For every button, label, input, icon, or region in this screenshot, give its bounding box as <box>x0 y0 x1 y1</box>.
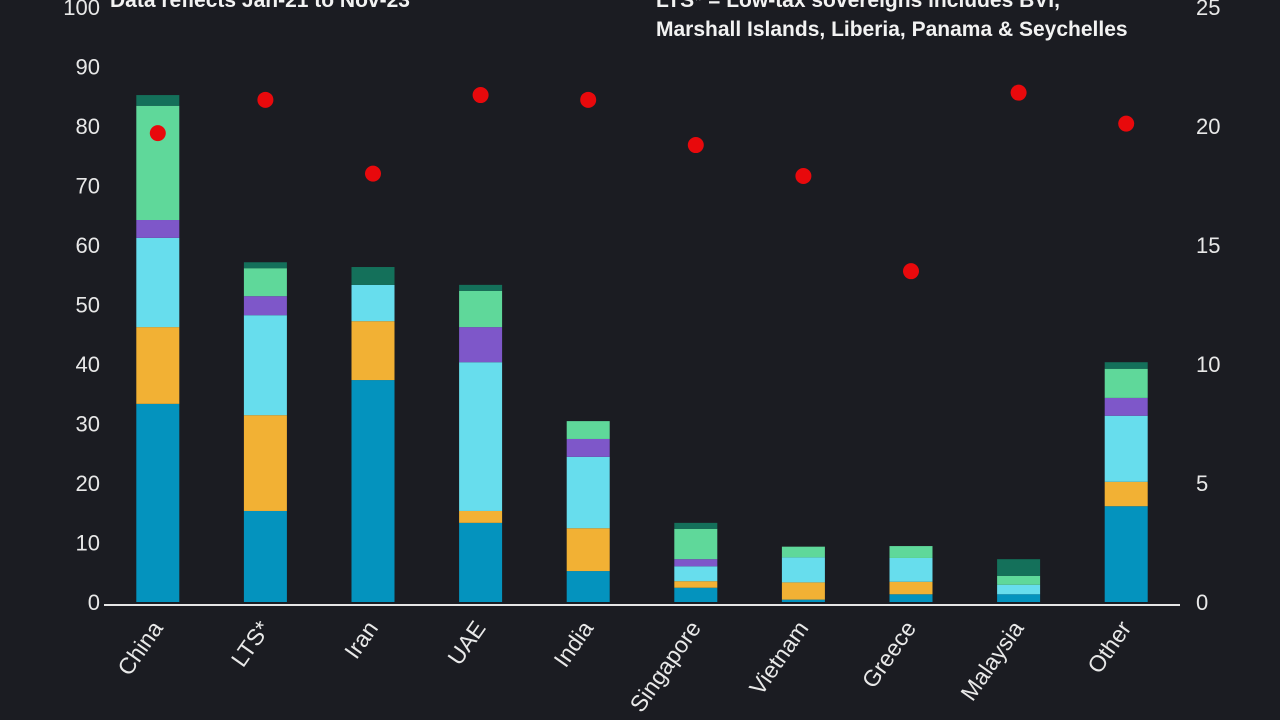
x-axis-tick-label: UAE <box>442 616 490 670</box>
bar-segment <box>351 267 395 285</box>
bar-segment <box>459 362 503 511</box>
bar-segment <box>1104 415 1148 482</box>
data-point <box>903 263 919 280</box>
left-axis-tick-label: 70 <box>76 174 100 199</box>
bar-segment <box>243 296 287 316</box>
bar-segment <box>781 557 825 583</box>
data-point <box>257 91 274 108</box>
bar-segment <box>459 284 503 291</box>
data-point <box>687 137 704 154</box>
bar-segment <box>1104 506 1148 602</box>
x-axis-tick-label: LTS* <box>226 616 276 671</box>
left-axis-tick-label: 40 <box>76 352 100 377</box>
bar-segment <box>781 599 825 602</box>
bar-segment <box>674 581 718 588</box>
bar-segment <box>136 237 180 328</box>
right-axis-tick-label: 0 <box>1196 590 1208 615</box>
data-point <box>365 165 381 182</box>
bar-segment <box>1104 397 1148 416</box>
bar-segment <box>351 380 395 602</box>
x-axis-tick-label: China <box>112 616 168 680</box>
bar-segment <box>459 290 503 328</box>
bar-segment <box>136 403 180 602</box>
bar-segment <box>136 220 180 238</box>
x-axis-tick-label: India <box>548 616 598 672</box>
lts-note-line1: LTS* = Low-tax sovereigns includes BVI, <box>656 0 1060 12</box>
bar-segment <box>781 546 825 558</box>
right-axis-tick-label: 15 <box>1196 233 1220 258</box>
bar-segment <box>459 510 503 523</box>
data-point <box>1118 115 1135 132</box>
bar-segment <box>674 559 718 567</box>
date-range-note: Data reflects Jan-21 to Nov-23 <box>110 0 410 12</box>
x-axis-tick-label: Iran <box>339 616 383 663</box>
data-point <box>580 91 597 108</box>
bar-segment <box>781 582 825 600</box>
left-axis-tick-label: 0 <box>88 590 100 615</box>
bar-segment <box>243 268 287 297</box>
bar-segment <box>1104 368 1148 398</box>
bar-segment <box>997 575 1041 585</box>
bar-segment <box>1104 481 1148 507</box>
bar-segment <box>351 284 395 322</box>
bar-segment <box>136 327 180 404</box>
right-axis-tick-label: 20 <box>1196 114 1220 139</box>
bar-segment <box>243 510 287 602</box>
data-point <box>795 167 812 184</box>
bar-segment <box>136 105 180 221</box>
bar-segment <box>674 566 718 582</box>
bar-segment <box>243 415 287 511</box>
bar-segment <box>243 262 287 269</box>
bar-segment <box>1104 362 1148 369</box>
bar-segment <box>459 327 503 363</box>
data-point <box>472 87 489 104</box>
bar-segment <box>889 581 933 595</box>
left-axis-tick-label: 60 <box>76 233 100 258</box>
bar-segment <box>674 587 718 602</box>
left-axis-tick-label: 10 <box>76 531 100 556</box>
left-axis-tick-label: 90 <box>76 55 100 80</box>
bar-segment <box>997 594 1041 602</box>
lts-note-line2: Marshall Islands, Liberia, Panama & Seyc… <box>656 18 1128 41</box>
bar-segment <box>459 522 503 602</box>
x-axis-tick-label: Malaysia <box>955 616 1028 705</box>
left-axis-tick-label: 50 <box>76 293 100 318</box>
x-axis-tick-label: Other <box>1082 616 1136 678</box>
data-point <box>1010 84 1027 101</box>
bar-segment <box>243 315 287 416</box>
x-axis-tick-label: Vietnam <box>744 616 813 700</box>
bar-segment <box>674 522 718 529</box>
bar-segment <box>566 456 610 529</box>
x-axis-tick-label: Singapore <box>624 616 705 717</box>
left-axis-tick-label: 30 <box>76 412 100 437</box>
bar-segment <box>674 528 718 560</box>
bar-segment <box>889 546 933 558</box>
left-axis-tick-label: 80 <box>76 114 100 139</box>
bar-segment <box>997 559 1041 576</box>
bar-segment <box>889 594 933 602</box>
x-axis-tick-label: Greece <box>857 616 922 693</box>
right-axis-tick-label: 25 <box>1196 0 1220 20</box>
bar-segment <box>566 528 610 572</box>
bar-segment <box>889 557 933 582</box>
left-axis-tick-label: 100 <box>63 0 100 20</box>
right-axis-tick-label: 5 <box>1196 471 1208 496</box>
right-axis-tick-label: 10 <box>1196 352 1220 377</box>
bar-segment <box>136 95 180 106</box>
left-axis-tick-label: 20 <box>76 471 100 496</box>
bar-segment <box>566 421 610 439</box>
bar-segment <box>566 438 610 457</box>
data-point <box>149 125 166 142</box>
bar-segment <box>566 571 610 602</box>
bar-segment <box>997 584 1041 595</box>
bar-segment <box>351 321 395 381</box>
